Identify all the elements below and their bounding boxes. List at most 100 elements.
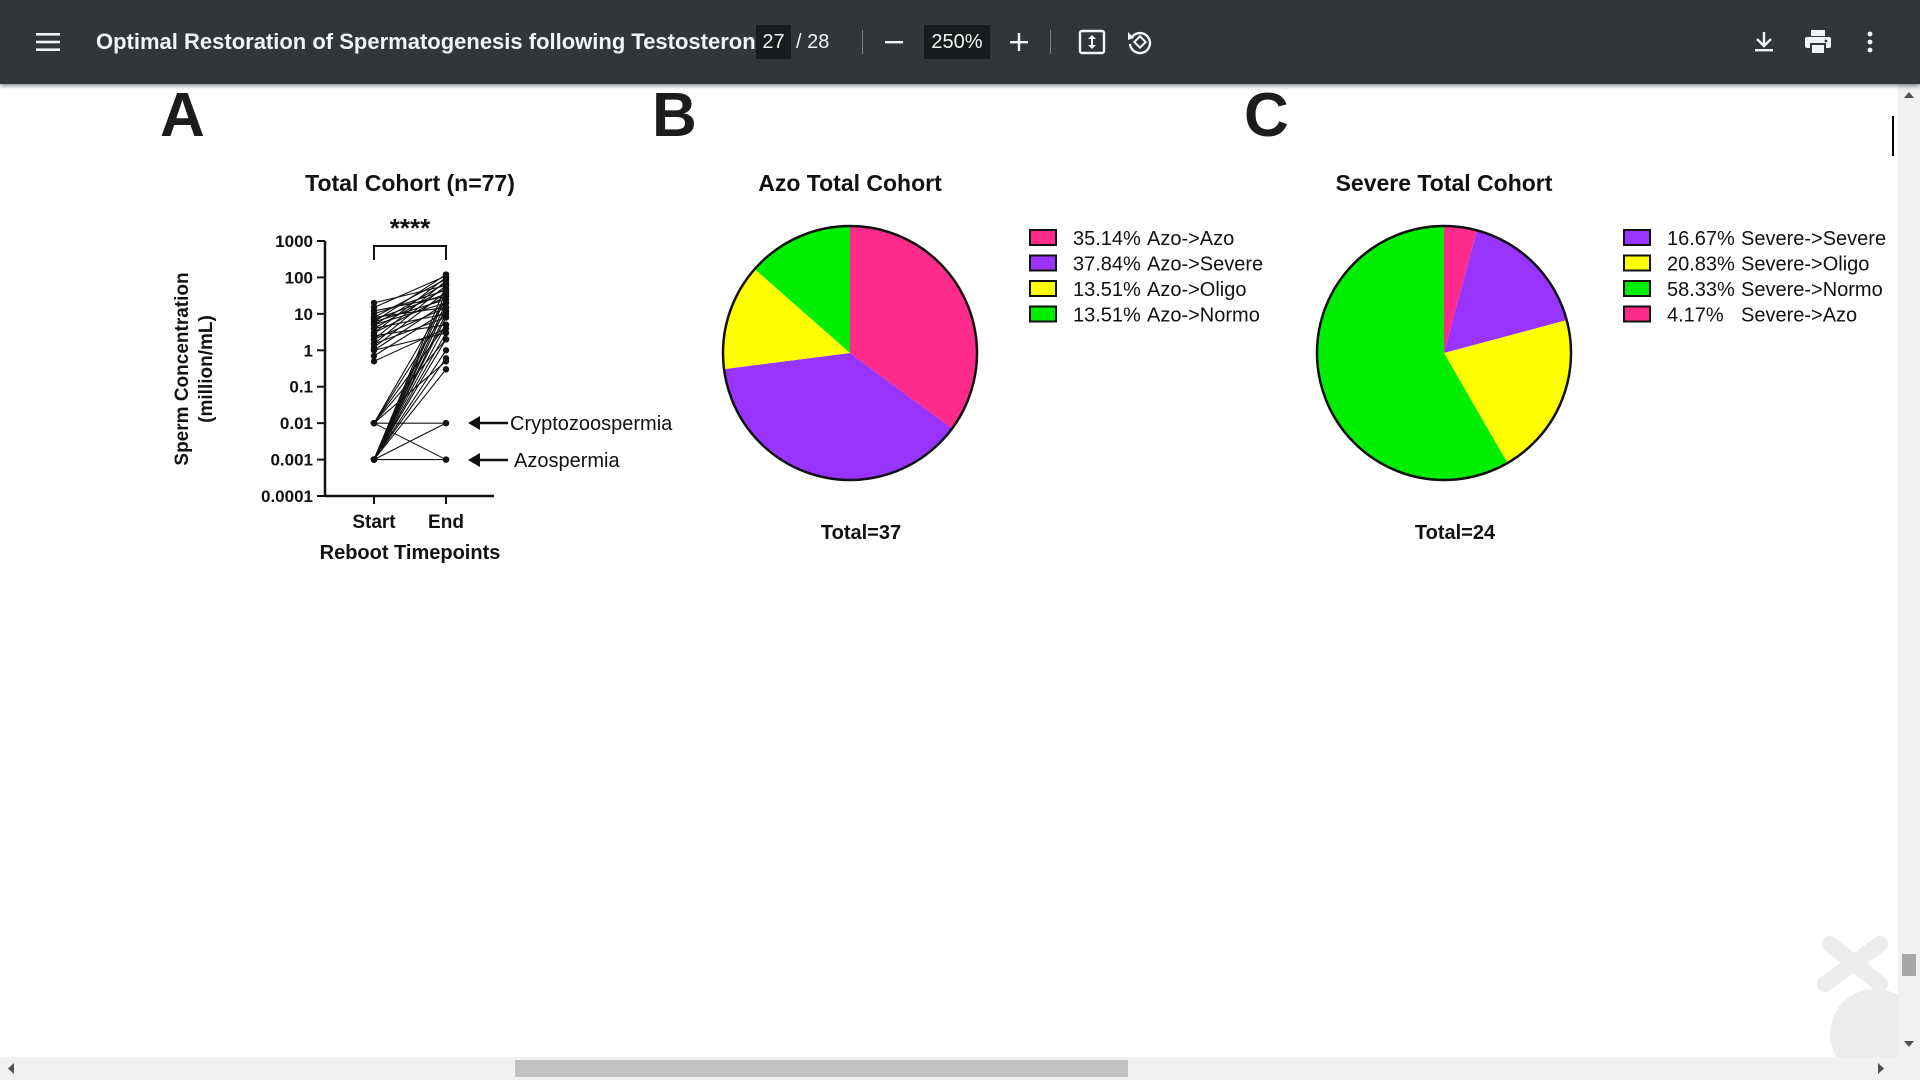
pie-chart-severe [1315,224,1573,482]
panel-a-xlabel: Reboot Timepoints [320,542,501,564]
x-tick-label: Start [352,512,396,533]
patient-line [373,313,447,329]
end-point [442,419,450,427]
print-icon[interactable] [1794,0,1842,84]
legend-label: Azo->Normo [1147,305,1260,327]
pie-slice [722,269,850,370]
patient-line [373,306,447,318]
pie-slice [1317,226,1508,480]
horizontal-scrollbar[interactable] [0,1057,1920,1080]
patient-line [373,289,447,315]
panel-letter-b: B [652,84,697,150]
scroll-right-icon[interactable] [1878,1063,1884,1074]
legend-azo: 35.14% Azo->Azo 37.84% Azo->Severe 13.51% Azo… [1029,228,1263,327]
end-point [442,358,450,365]
legend-label: Severe->Azo [1741,305,1857,327]
panel-a-ylabel-unit: (million/mL) [196,315,217,423]
panel-a: A Total Cohort (n=77) **** Sperm Concent… [160,84,673,564]
significance-bracket [373,245,447,260]
pie-outline [1315,224,1573,482]
legend-label: Severe->Oligo [1741,254,1869,276]
patient-line [373,324,447,337]
end-point [442,293,450,300]
patient-line [373,338,447,424]
start-point [370,329,378,337]
end-point [442,329,450,337]
panel-a-title: Total Cohort (n=77) [305,170,515,196]
panel-c-title: Severe Total Cohort [1336,170,1553,196]
patient-line [373,284,447,304]
page-number-input[interactable]: 27 [756,25,791,59]
zoom-level-input[interactable]: 250% [924,25,990,59]
legend-label: Azo->Oligo [1147,279,1247,301]
pie-outline [721,224,979,482]
scroll-up-icon[interactable] [1904,92,1914,98]
download-icon[interactable] [1740,0,1788,84]
legend-percent: 4.17% [1667,305,1724,327]
y-tick-label: 10 [294,305,313,324]
start-point [370,299,378,307]
panel-b: B Azo Total Cohort 35.14% Azo->Azo 37.84% A… [652,84,1263,544]
legend-percent: 35.14% [1073,228,1141,250]
end-point [442,336,450,343]
patient-line [373,358,447,460]
page-total: / 28 [796,30,830,53]
pie-slice [754,226,850,353]
significance-stars: **** [390,213,431,243]
y-tick-label: 1000 [275,232,313,251]
y-tick-label: 0.1 [289,378,313,397]
pie-slice [1444,320,1572,463]
pdf-toolbar: Optimal Restoration of Spermatogenesis f… [0,0,1920,84]
patient-line [373,278,447,318]
end-point [442,321,450,329]
patient-line [373,275,447,308]
patient-line [373,310,447,357]
legend-percent: 16.67% [1667,228,1735,250]
panel-a-ylabel: Sperm Concentration [172,272,193,465]
end-point [442,282,450,289]
start-point [370,340,378,348]
vertical-scrollbar[interactable] [1898,84,1920,1057]
document-viewer[interactable]: A Total Cohort (n=77) **** Sperm Concent… [0,84,1898,1057]
end-point [442,366,450,373]
panel-letter-a: A [160,84,205,150]
vertical-scroll-thumb[interactable] [1902,954,1916,976]
legend-swatch [1623,280,1651,297]
zoom-out-icon[interactable] [870,0,918,84]
toolbar-divider [1050,30,1051,54]
panel-a-axes: 1000 100 10 1 0.1 0.01 0.001 0.0001 Start End [261,232,494,533]
annotation-cryptozoospermia: Cryptozoospermia [510,413,673,435]
pie-slice [850,226,977,429]
more-vert-icon[interactable] [1846,0,1894,84]
legend-label: Azo->Severe [1147,254,1263,276]
legend-swatch [1623,229,1651,246]
page-edge-marker [1892,116,1894,156]
patient-line [373,298,447,323]
patient-line [373,291,447,348]
legend-label: Azo->Azo [1147,228,1234,250]
patient-line [373,302,447,351]
patient-line [373,299,447,424]
patient-line [373,368,447,460]
menu-icon[interactable] [24,0,72,84]
x-tick-label: End [428,512,464,533]
watermark [1817,936,1898,1057]
zoom-in-icon[interactable] [995,0,1043,84]
end-point [442,272,450,280]
panel-c-total: Total=24 [1415,522,1496,544]
legend-swatch [1029,305,1057,323]
scroll-down-icon[interactable] [1904,1041,1914,1047]
legend-swatch [1029,229,1057,246]
legend-label: Severe->Normo [1741,279,1883,301]
legend-percent: 58.33% [1667,279,1735,301]
rotate-icon[interactable] [1116,0,1164,84]
y-tick-label: 0.001 [270,451,313,470]
end-point [442,286,450,294]
fit-page-icon[interactable] [1068,0,1116,84]
pie-slice [724,353,953,480]
panel-b-title: Azo Total Cohort [758,170,942,196]
pie-slice [1443,226,1477,353]
end-point [442,347,450,354]
scroll-left-icon[interactable] [8,1063,14,1074]
horizontal-scroll-thumb[interactable] [515,1060,1128,1077]
